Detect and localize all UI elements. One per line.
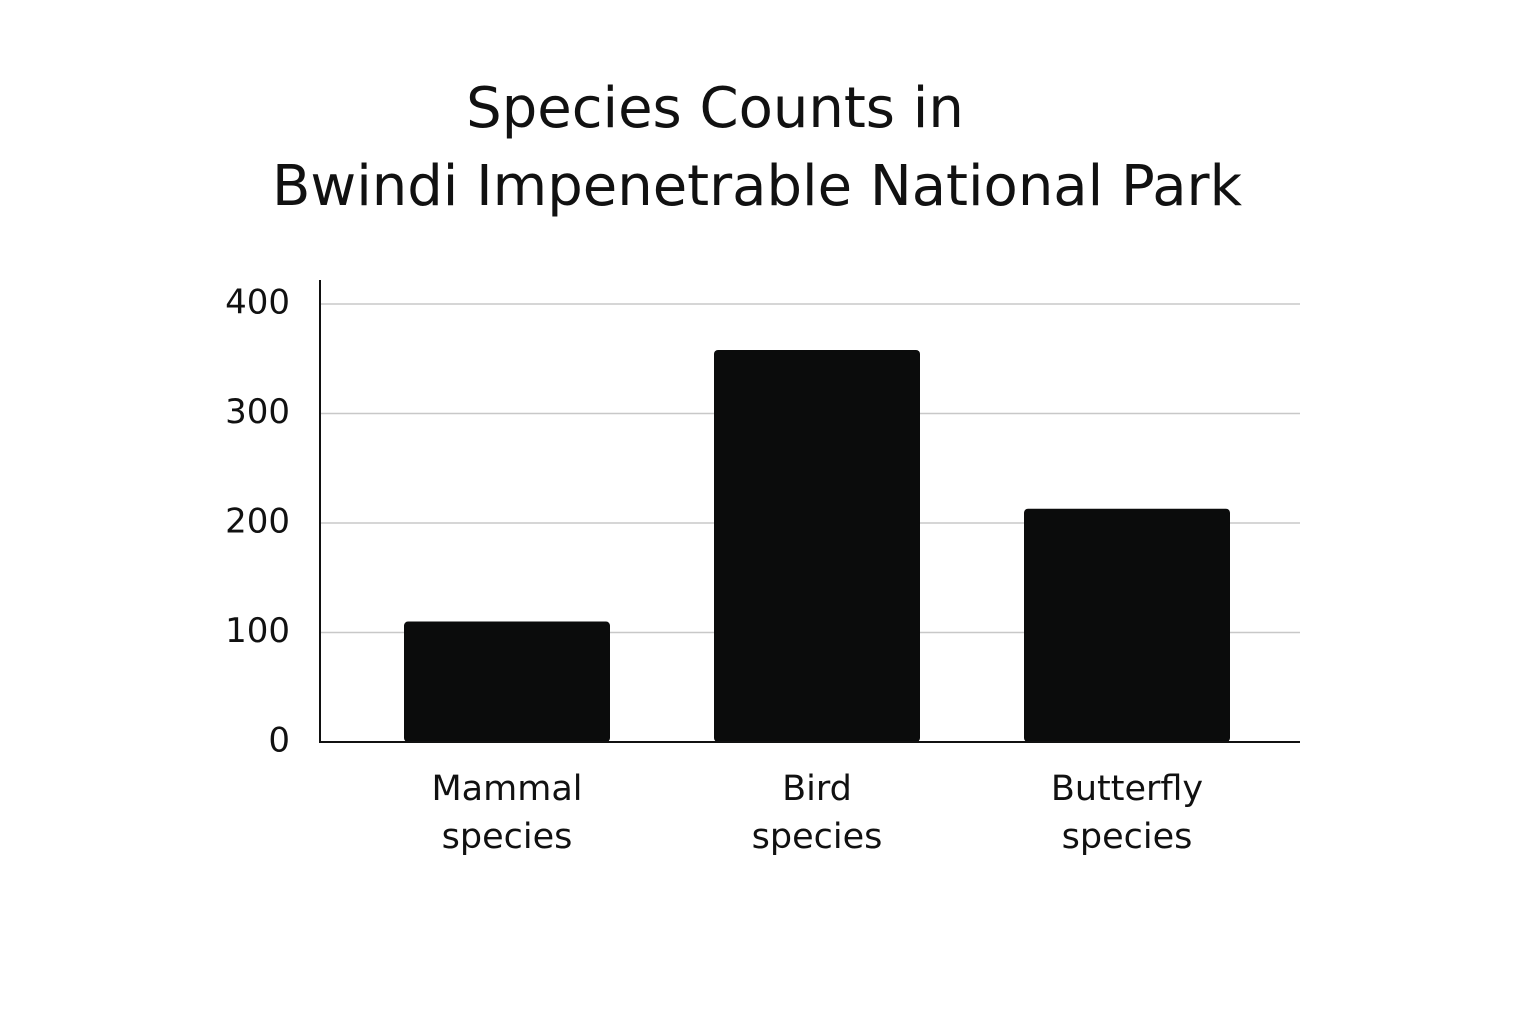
x-tick-label: species: [752, 817, 883, 857]
y-tick-label: 300: [225, 392, 290, 432]
x-tick-label: Mammal: [431, 769, 582, 809]
x-tick-label: species: [442, 817, 573, 857]
x-tick-label: species: [1062, 817, 1193, 857]
chart-title: Bwindi Impenetrable National Park: [272, 154, 1243, 219]
bar: [1024, 508, 1230, 742]
chart-title: Species Counts in: [466, 76, 964, 141]
y-tick-label: 0: [268, 721, 290, 761]
bar: [404, 621, 610, 742]
x-tick-label: Bird: [782, 769, 852, 809]
y-tick-label: 100: [225, 611, 290, 651]
bar: [714, 349, 920, 742]
y-tick-label: 400: [225, 283, 290, 323]
x-tick-label: Butterfly: [1051, 769, 1203, 809]
y-tick-label: 200: [225, 502, 290, 542]
